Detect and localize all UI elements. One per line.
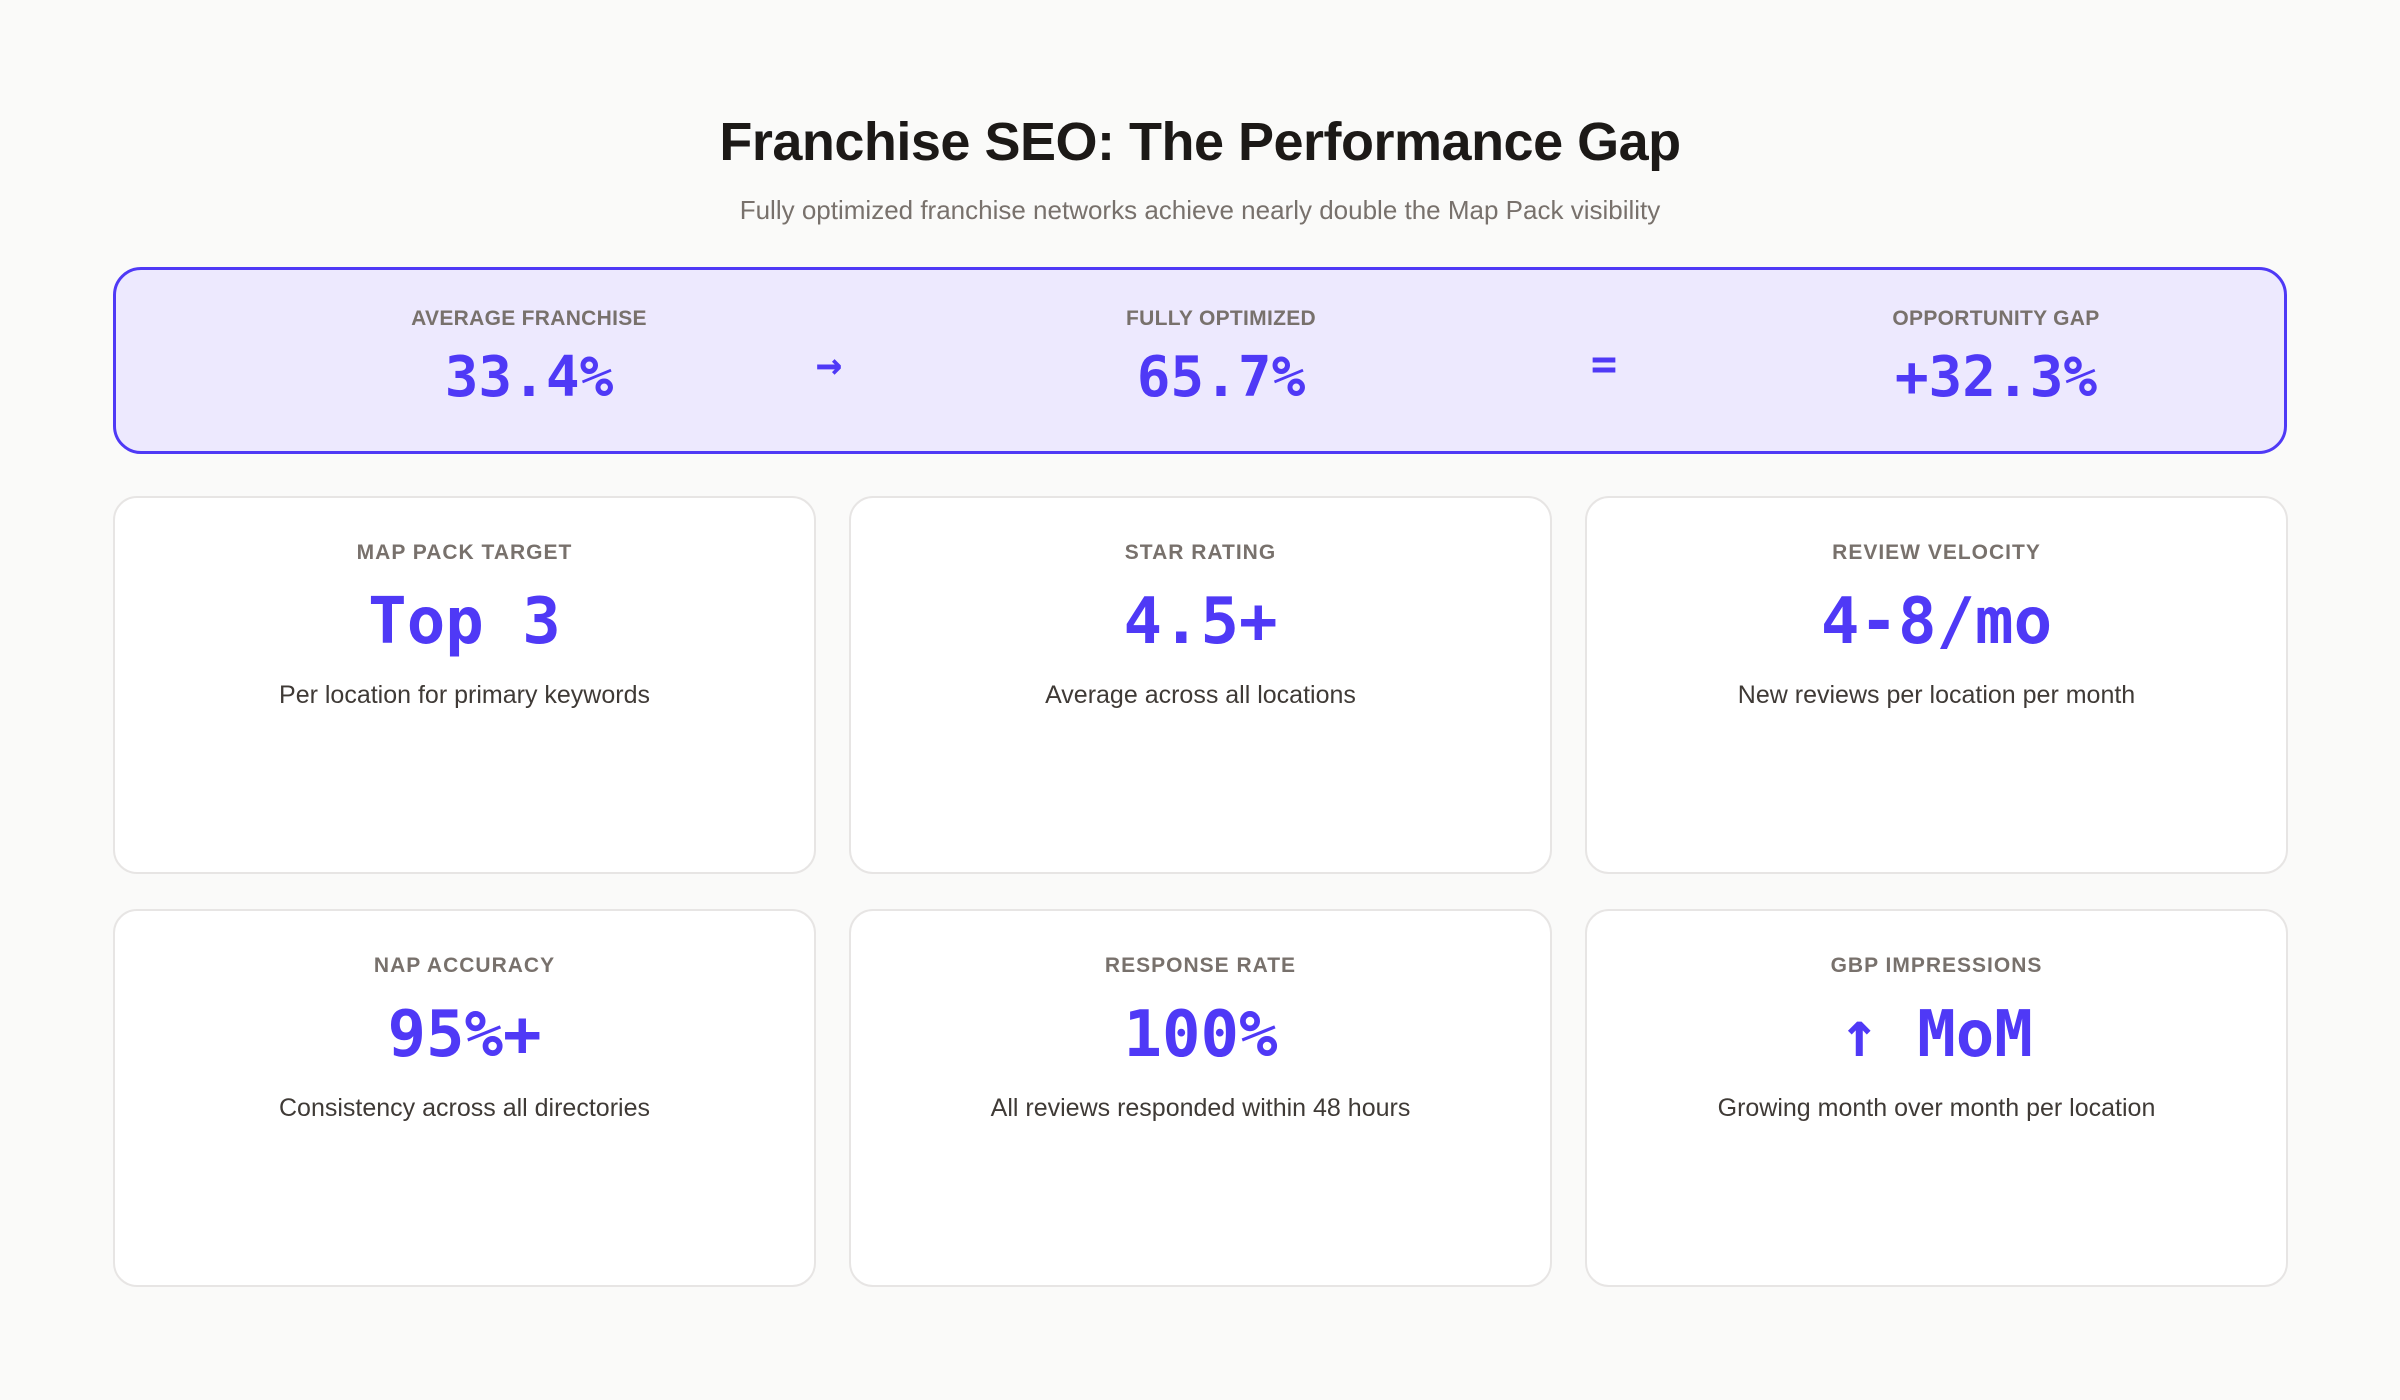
- banner-label: OPPORTUNITY GAP: [1892, 307, 2100, 330]
- banner-value: +32.3%: [1894, 345, 2098, 410]
- card-star-rating: STAR RATING 4.5+ Average across all loca…: [849, 496, 1552, 874]
- card-value: ↑ MoM: [1840, 998, 2033, 1072]
- card-value: 4-8/mo: [1820, 585, 2053, 659]
- banner-average-franchise: AVERAGE FRANCHISE 33.4%: [319, 306, 739, 410]
- page-subtitle: Fully optimized franchise networks achie…: [739, 195, 1661, 225]
- banner-label: AVERAGE FRANCHISE: [411, 307, 647, 330]
- arrow-right-icon: →: [815, 339, 843, 390]
- banner-value: 65.7%: [1136, 345, 1306, 410]
- card-value: 95%+: [387, 998, 542, 1072]
- card-label: MAP PACK TARGET: [356, 541, 573, 564]
- card-response-rate: RESPONSE RATE 100% All reviews responded…: [849, 909, 1552, 1287]
- card-description: All reviews responded within 48 hours: [990, 1094, 1411, 1122]
- performance-gap-banner: AVERAGE FRANCHISE 33.4% → FULLY OPTIMIZE…: [113, 267, 2287, 454]
- banner-fully-optimized: FULLY OPTIMIZED 65.7%: [1011, 306, 1431, 410]
- card-value: Top 3: [368, 585, 561, 659]
- card-review-velocity: REVIEW VELOCITY 4-8/mo New reviews per l…: [1585, 496, 2288, 874]
- card-label: RESPONSE RATE: [1104, 954, 1297, 977]
- page-title: Franchise SEO: The Performance Gap: [719, 112, 1681, 172]
- card-value: 100%: [1123, 998, 1278, 1072]
- card-gbp-impressions: GBP IMPRESSIONS ↑ MoM Growing month over…: [1585, 909, 2288, 1287]
- card-value: 4.5+: [1123, 585, 1278, 659]
- banner-value: 33.4%: [444, 345, 614, 410]
- card-nap-accuracy: NAP ACCURACY 95%+ Consistency across all…: [113, 909, 816, 1287]
- card-label: NAP ACCURACY: [373, 954, 556, 977]
- card-label: STAR RATING: [1124, 541, 1277, 564]
- card-label: GBP IMPRESSIONS: [1830, 954, 2043, 977]
- card-description: Average across all locations: [1045, 681, 1356, 709]
- equals-icon: =: [1590, 339, 1618, 390]
- card-description: Consistency across all directories: [279, 1094, 650, 1122]
- banner-opportunity-gap: OPPORTUNITY GAP +32.3%: [1786, 306, 2206, 410]
- banner-label: FULLY OPTIMIZED: [1125, 307, 1316, 330]
- card-description: Growing month over month per location: [1717, 1094, 2156, 1122]
- card-description: Per location for primary keywords: [279, 681, 650, 709]
- card-description: New reviews per location per month: [1737, 681, 2136, 709]
- card-label: REVIEW VELOCITY: [1832, 541, 2041, 564]
- header: Franchise SEO: The Performance Gap Fully…: [0, 110, 2400, 226]
- metric-cards-grid: MAP PACK TARGET Top 3 Per location for p…: [113, 496, 2288, 1287]
- card-map-pack-target: MAP PACK TARGET Top 3 Per location for p…: [113, 496, 816, 874]
